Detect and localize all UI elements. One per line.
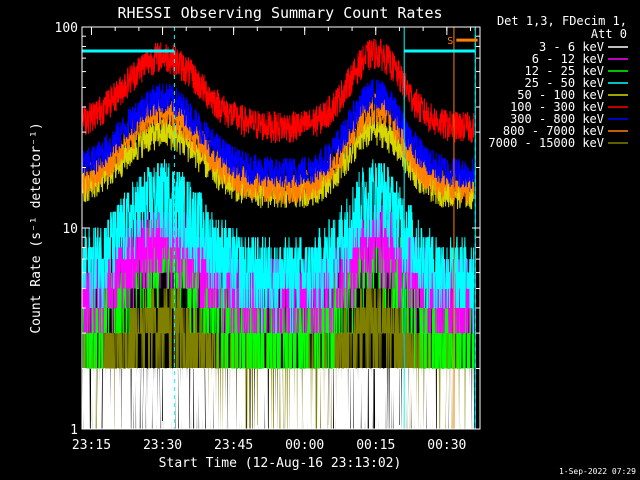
legend-label-25-50-kev: 25 - 50 keV	[525, 76, 604, 90]
series-line-300-800-kev	[82, 78, 475, 189]
x-tick-label: 00:15	[356, 438, 395, 453]
y-tick-label: 100	[55, 21, 78, 36]
legend-label-100-300-kev: 100 - 300 keV	[510, 100, 604, 114]
x-tick-label: 00:00	[285, 438, 324, 453]
series-line-100-300-kev	[82, 38, 475, 144]
y-axis-label: Count Rate (s⁻¹ detector⁻¹)	[29, 122, 44, 333]
legend-header-line-1: Det 1,3, FDecim 1,	[497, 14, 627, 28]
chart-title: RHESSI Observing Summary Count Rates	[117, 4, 442, 22]
legend-label-3-6-kev: 3 - 6 keV	[539, 40, 604, 54]
legend-header-line-2: Att 0	[591, 27, 627, 41]
series-line-3-6-kev	[82, 368, 475, 429]
saa-label: S	[447, 36, 453, 47]
x-axis-label: Start Time (12-Aug-16 23:13:02)	[159, 456, 402, 471]
legend-label-12-25-kev: 12 - 25 keV	[525, 64, 604, 78]
axis-ticks: 23:15 23:30 23:45 00:00 00:15 00:30 1 10 100	[55, 21, 480, 453]
x-tick-label: 23:30	[143, 438, 182, 453]
legend-label-7000-15000-kev: 7000 - 15000 keV	[488, 136, 604, 150]
x-tick-label: 23:45	[214, 438, 253, 453]
x-tick-label: 23:15	[72, 438, 111, 453]
legend-label-6-12-kev: 6 - 12 keV	[532, 52, 604, 66]
x-tick-label: 00:30	[427, 438, 466, 453]
footer-timestamp: 1-Sep-2022 07:29	[559, 467, 636, 476]
legend-label-800-7000-kev: 800 - 7000 keV	[503, 124, 604, 138]
series-line-25-50-kev	[82, 159, 475, 334]
y-tick-label: 1	[70, 423, 78, 438]
legend-label-300-800-kev: 300 - 800 keV	[510, 112, 604, 126]
y-tick-label: 10	[62, 222, 78, 237]
legend-label-50-100-kev: 50 - 100 keV	[517, 88, 604, 102]
